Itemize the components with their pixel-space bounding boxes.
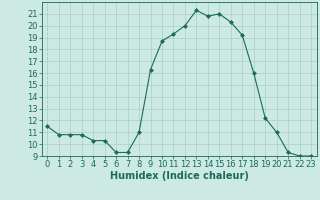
X-axis label: Humidex (Indice chaleur): Humidex (Indice chaleur)	[110, 171, 249, 181]
